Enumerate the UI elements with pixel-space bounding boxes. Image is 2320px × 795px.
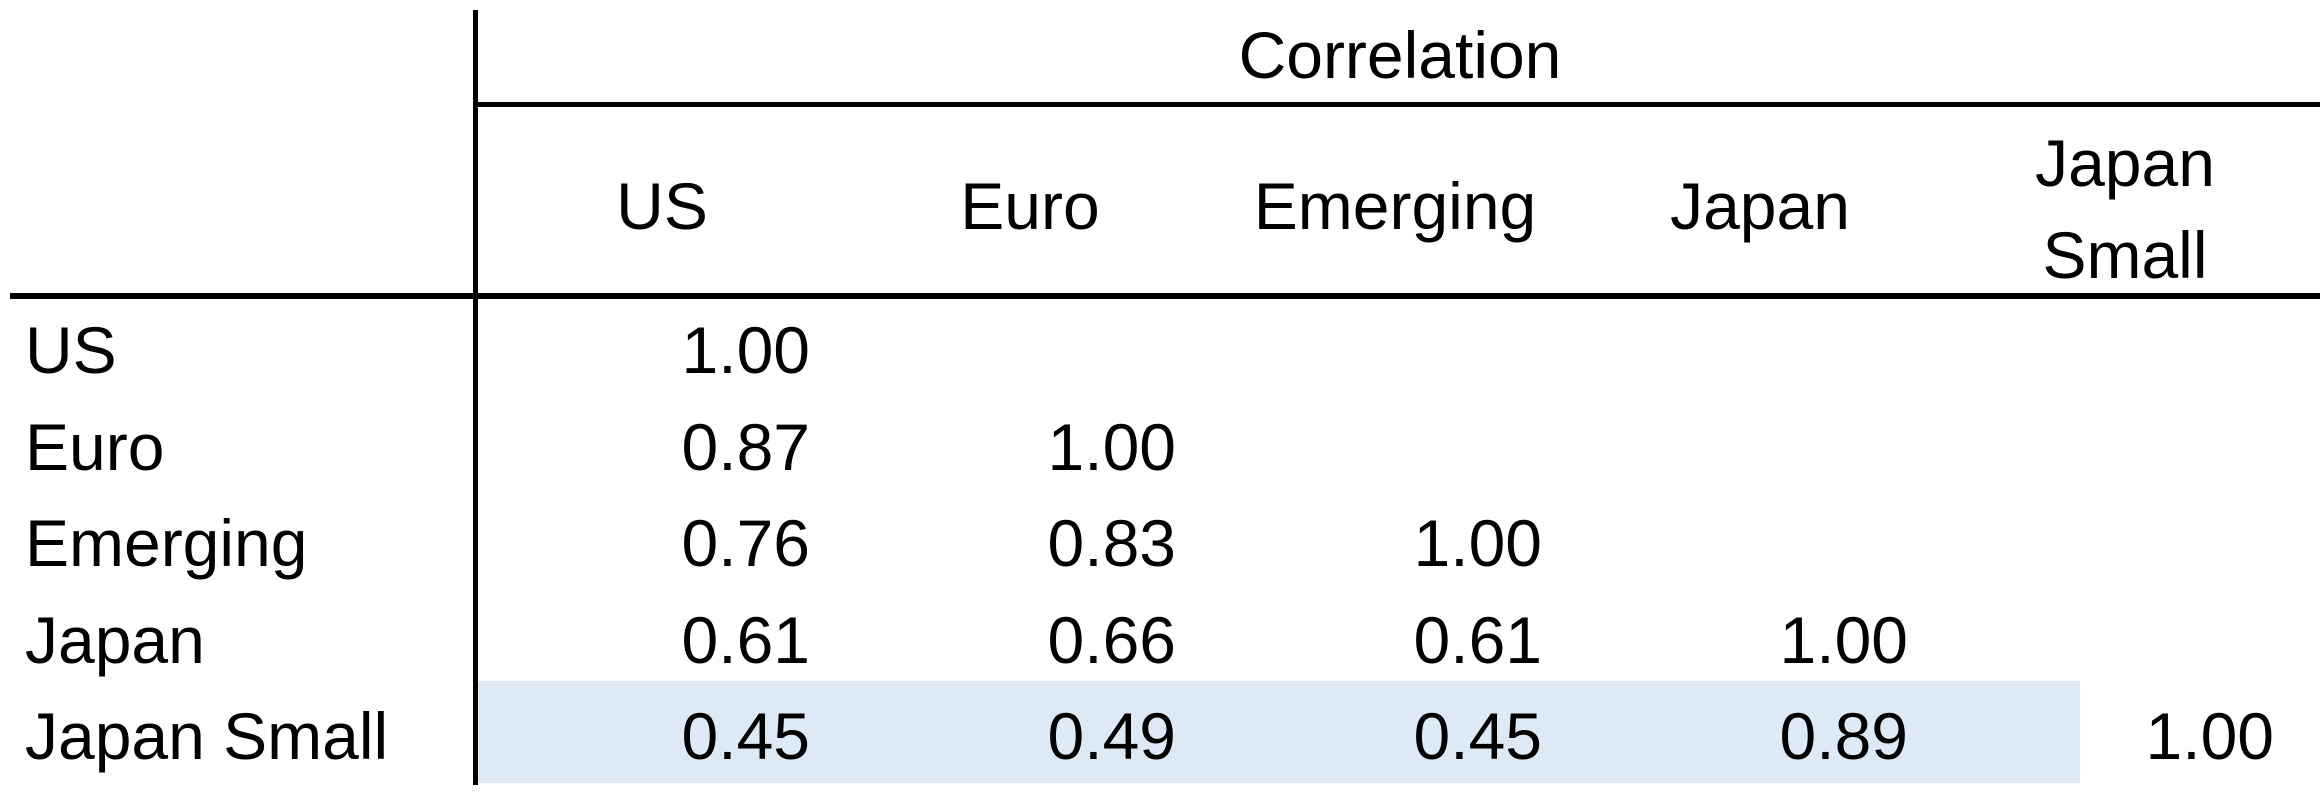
column-header: Japan Small [2035,126,2215,292]
row-label: Japan Small [25,699,389,773]
title-underline [478,102,2320,107]
table-cell: 0.45 [1413,699,1542,773]
table-cell: 1.00 [2145,699,2274,773]
highlight-band [478,681,2080,783]
table-cell: 0.89 [1779,699,1908,773]
table-cell: 1.00 [1047,410,1176,484]
column-header: Japan [1670,169,1850,243]
table-cell: 0.49 [1047,699,1176,773]
table-cell: 1.00 [681,313,810,387]
table-cell: 0.45 [681,699,810,773]
row-label: Emerging [25,506,308,580]
vertical-divider [473,10,478,785]
table-title: Correlation [1238,18,1562,92]
table-cell: 0.83 [1047,506,1176,580]
column-header: Emerging [1253,169,1537,243]
column-header: Euro [960,169,1100,243]
column-header: US [616,169,708,243]
row-label: Euro [25,410,165,484]
header-underline [10,293,2320,299]
row-label: Japan [25,603,205,677]
table-cell: 1.00 [1413,506,1542,580]
table-cell: 0.76 [681,506,810,580]
table-cell: 0.61 [1413,603,1542,677]
table-cell: 0.87 [681,410,810,484]
table-cell: 1.00 [1779,603,1908,677]
table-cell: 0.61 [681,603,810,677]
row-label: US [25,313,117,387]
table-cell: 0.66 [1047,603,1176,677]
